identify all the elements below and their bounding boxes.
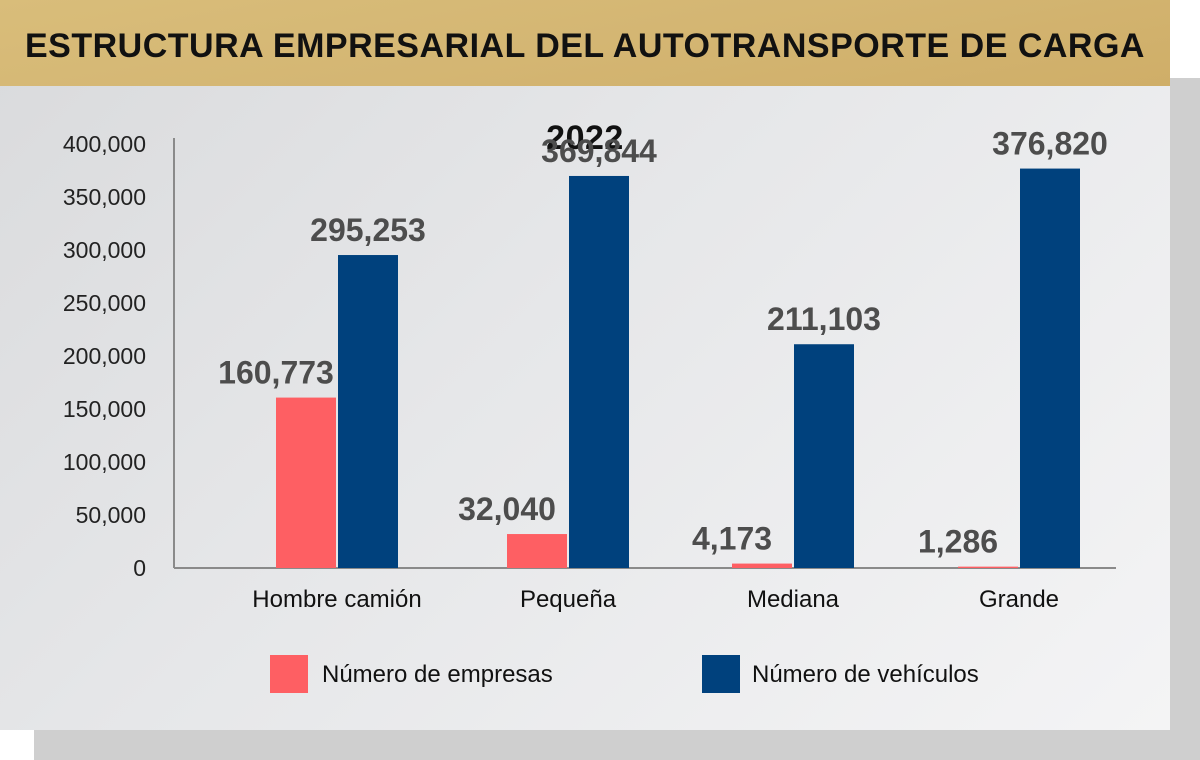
- empresas-value-label: 160,773: [218, 355, 334, 391]
- y-tick-label: 250,000: [63, 290, 146, 316]
- empresas-bar: [732, 563, 792, 568]
- vehiculos-bar: [794, 344, 854, 568]
- legend-label-empresas: Número de empresas: [322, 661, 553, 688]
- legend-label-vehiculos: Número de vehículos: [752, 661, 979, 688]
- title-banner: [0, 0, 1170, 86]
- y-tick-label: 0: [133, 555, 146, 581]
- vehiculos-value-label: 295,253: [310, 212, 426, 248]
- y-axis-ticks: 0 50,000 100,000 150,000 200,000 250,000 300,0…: [63, 131, 146, 581]
- category-labels: Hombre camión Pequeña Mediana Grande: [252, 586, 1059, 613]
- category-label: Mediana: [747, 586, 840, 613]
- y-tick-label: 400,000: [63, 131, 146, 157]
- empresas-value-label: 32,040: [458, 491, 556, 527]
- chart-title: ESTRUCTURA EMPRESARIAL DEL AUTOTRANSPORT…: [25, 27, 1145, 157]
- y-tick-label: 350,000: [63, 184, 146, 210]
- vehiculos-value-label: 369,844: [541, 133, 657, 169]
- y-tick-label: 150,000: [63, 396, 146, 422]
- y-tick-label: 100,000: [63, 449, 146, 475]
- category-label: Pequeña: [520, 586, 617, 613]
- legend-swatch-empresas: [270, 655, 308, 693]
- chart-bars: [276, 168, 1080, 569]
- data-labels: 160,773 295,253 32,040 369,844 4,173 211,103 1…: [218, 126, 1108, 560]
- y-tick-label: 200,000: [63, 343, 146, 369]
- vehiculos-bar: [569, 175, 629, 568]
- vehiculos-bar: [338, 255, 398, 569]
- legend: Número de empresas Número de vehículos: [270, 655, 979, 693]
- legend-swatch-vehiculos: [702, 655, 740, 693]
- empresas-value-label: 4,173: [692, 521, 772, 557]
- vehiculos-bar: [1020, 168, 1080, 568]
- empresas-bar: [958, 566, 1018, 568]
- y-tick-label: 50,000: [76, 502, 146, 528]
- vehiculos-value-label: 211,103: [767, 301, 881, 337]
- category-label: Hombre camión: [252, 586, 421, 613]
- vehiculos-value-label: 376,820: [992, 126, 1108, 162]
- empresas-bar: [507, 534, 567, 568]
- category-label: Grande: [979, 586, 1059, 613]
- empresas-bar: [276, 397, 336, 568]
- y-tick-label: 300,000: [63, 237, 146, 263]
- empresas-value-label: 1,286: [918, 524, 998, 560]
